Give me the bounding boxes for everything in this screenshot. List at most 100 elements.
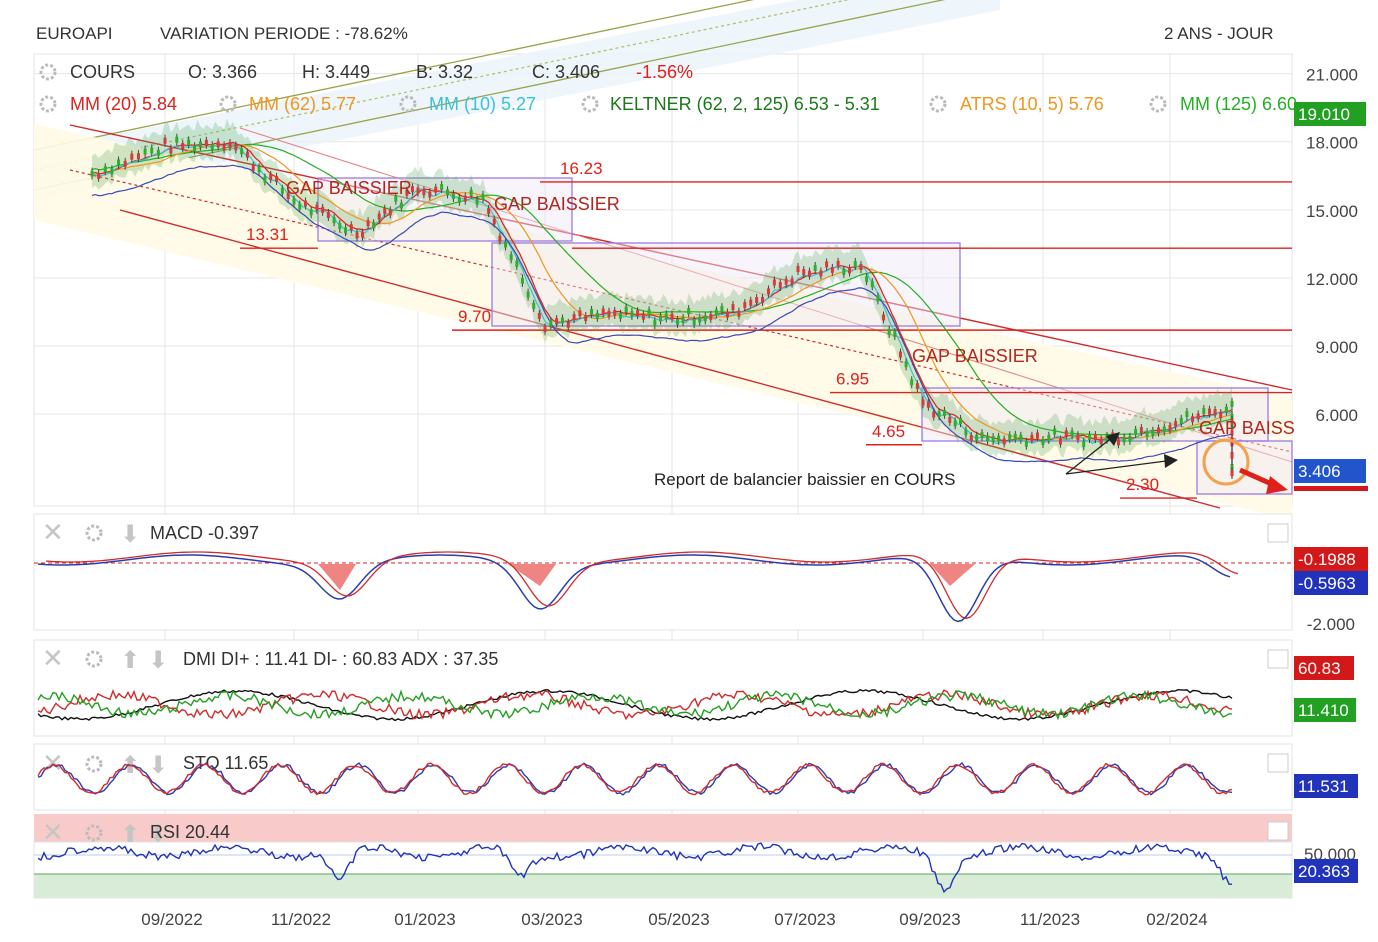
candle-body — [1128, 435, 1132, 442]
candle-body — [853, 261, 857, 268]
uptrend-line — [33, 0, 946, 191]
candle-body — [681, 316, 685, 323]
candle-body — [1002, 438, 1006, 445]
candle-body — [1162, 426, 1166, 433]
candle-body — [653, 320, 657, 327]
candle-body — [1070, 430, 1074, 437]
rsi-oversold-zone — [34, 874, 1292, 898]
candle-body — [703, 315, 707, 322]
candle-body — [1230, 400, 1234, 407]
arrow-down-icon: ⬇ — [148, 820, 168, 848]
candle-body — [1219, 412, 1223, 419]
dmi-panel — [33, 639, 1293, 737]
rsi-panel-checkbox — [1267, 821, 1289, 841]
candle-body — [303, 200, 307, 207]
candle-body — [405, 189, 409, 196]
down-channel-fill — [34, 124, 1292, 520]
dmi-legend: DMI DI+ : 11.41 DI- : 60.83 ADX : 37.35 — [183, 649, 498, 669]
atrs-line — [91, 164, 1233, 478]
close-icon: ✕ — [42, 518, 64, 548]
macd-legend: MACD -0.397 — [150, 523, 259, 543]
candle-body — [676, 318, 680, 325]
macd-histogram — [318, 564, 356, 590]
dmi-badge-red-bg — [1294, 656, 1354, 680]
candle-body — [830, 266, 834, 273]
candle-body — [670, 313, 674, 320]
candle-body — [457, 196, 461, 203]
candle-body — [150, 147, 154, 154]
last-price-bar — [1294, 486, 1368, 491]
candle-body — [882, 314, 886, 321]
candle-body — [394, 195, 398, 202]
candle-body — [772, 279, 776, 286]
level-label: 16.23 — [560, 159, 603, 178]
period-variation: VARIATION PERIODE : -78.62% — [160, 24, 408, 43]
candle-body — [1230, 429, 1234, 436]
candle-body — [1053, 428, 1057, 435]
period-selector[interactable]: 2 ANS - JOUR — [1164, 24, 1274, 43]
candle-body — [1157, 427, 1161, 434]
candle-body — [344, 227, 348, 234]
candle-body — [451, 193, 455, 200]
candle-body — [1076, 434, 1080, 441]
candle-body — [440, 183, 444, 190]
candle-body — [1058, 438, 1062, 445]
candle-body — [175, 136, 179, 143]
x-tick-label: 07/2023 — [774, 910, 835, 929]
candle-body — [953, 420, 957, 427]
candle-body — [1116, 439, 1120, 446]
candle-body — [326, 211, 330, 218]
gear-icon — [581, 95, 599, 113]
candle-body — [784, 278, 788, 285]
uptrend-line — [33, 0, 755, 151]
x-tick-label: 09/2022 — [141, 910, 202, 929]
candle-body — [549, 320, 553, 327]
legend-indicator-item: MM (20) 5.84 — [70, 94, 177, 114]
candle-body — [578, 310, 582, 317]
candle-body — [515, 260, 519, 267]
candle-body — [859, 264, 863, 271]
candle-body — [641, 313, 645, 320]
dmi-badge-green: 11.410 — [1298, 701, 1349, 720]
candle-body — [778, 282, 782, 289]
close-icon: ✕ — [42, 644, 64, 674]
candle-body — [1207, 408, 1211, 415]
rsi-legend: RSI 20.44 — [150, 822, 230, 842]
last-price-badge: 3.406 — [1298, 462, 1341, 481]
candle-body — [807, 270, 811, 277]
candle-body — [110, 168, 114, 175]
candle-body — [487, 208, 491, 215]
candle-body — [618, 312, 622, 319]
candle-body — [228, 141, 232, 148]
candle-body — [136, 153, 140, 160]
candle-body — [842, 268, 846, 275]
gap-label-3: GAP BAISSIER — [912, 346, 1038, 366]
candle-body — [1019, 434, 1023, 441]
candle-body — [298, 203, 302, 210]
sto-panel — [33, 743, 1293, 811]
candle-body — [964, 429, 968, 436]
candle-body — [1035, 432, 1039, 439]
report-annotation: Report de balancier baissier en COURS — [654, 470, 955, 489]
candle-body — [498, 235, 502, 242]
macd-badge-red-bg — [1294, 547, 1368, 571]
candle-body — [1230, 452, 1234, 459]
gear-icon — [929, 95, 947, 113]
candle-body — [1213, 409, 1217, 416]
candle-body — [1088, 434, 1092, 441]
candle-body — [1030, 434, 1034, 441]
candle-body — [636, 310, 640, 317]
candle-body — [1145, 431, 1149, 438]
candle-body — [790, 278, 794, 285]
candle-body — [813, 264, 817, 271]
gear-icon — [219, 95, 237, 113]
candle-body — [720, 306, 724, 313]
candle-body — [1099, 438, 1103, 445]
candle-body — [948, 416, 952, 423]
candle-body — [647, 309, 651, 316]
candle-body — [321, 206, 325, 213]
legend-indicator-item: MM (62) 5.77 — [249, 94, 356, 114]
arrow-down-icon: ⬇ — [148, 646, 168, 674]
legend-indicator-item: ATRS (10, 5) 5.76 — [960, 94, 1104, 114]
candle-body — [275, 175, 279, 182]
